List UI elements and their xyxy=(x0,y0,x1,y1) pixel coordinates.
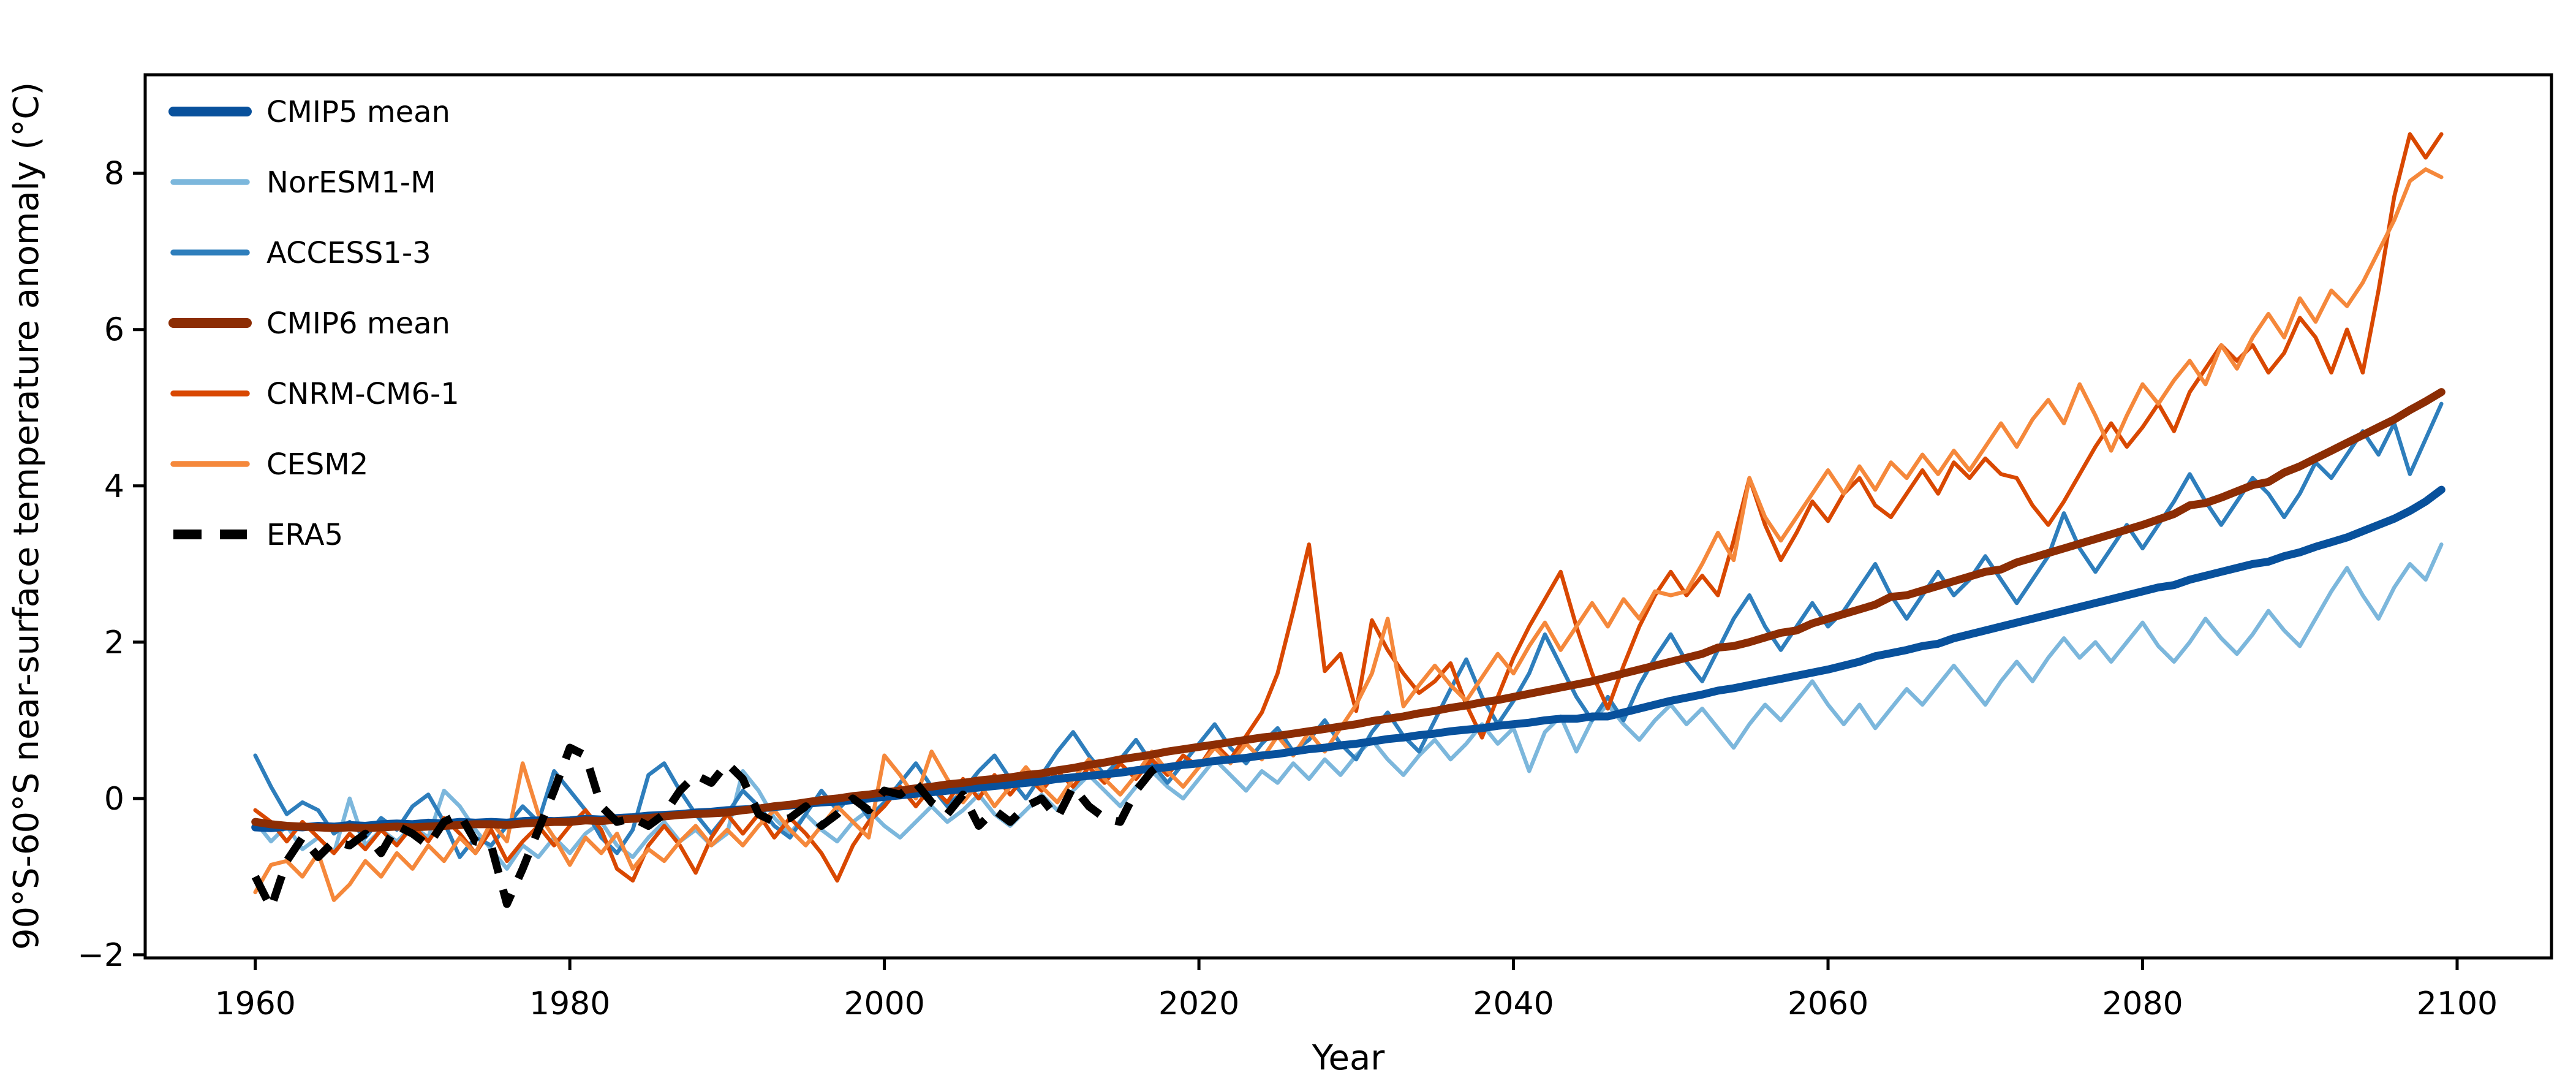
y-axis-label: 90°S-60°S near-surface temperature anoma… xyxy=(7,82,47,950)
plot-frame xyxy=(143,73,2553,960)
x-tick-label: 2100 xyxy=(2417,985,2498,1022)
y-tick-label: 6 xyxy=(104,312,124,349)
legend-label: ERA5 xyxy=(266,518,343,552)
legend-label: ACCESS1-3 xyxy=(266,236,431,270)
x-tick-label: 2060 xyxy=(1788,985,1868,1022)
series-line-cnrm-cm6-1 xyxy=(253,132,2444,883)
legend-label: NorESM1-M xyxy=(266,165,436,200)
legend-label: CESM2 xyxy=(266,447,368,482)
x-tick-label: 2020 xyxy=(1158,985,1239,1022)
y-tick-label: 4 xyxy=(104,468,124,505)
x-axis-label: Year xyxy=(1312,1038,1386,1078)
series-line-cesm2 xyxy=(253,167,2444,902)
y-tick-label: −2 xyxy=(77,937,124,974)
x-tick-label: 2080 xyxy=(2102,985,2183,1022)
y-tick-label: 8 xyxy=(104,156,124,192)
legend-label: CNRM-CM6-1 xyxy=(266,377,459,411)
x-axis-ticks: 1960 1980 2000 2020 2040 2060 2080 2100 xyxy=(215,958,2498,1022)
y-axis-ticks: −2 0 2 4 6 8 xyxy=(77,156,145,974)
series-line-era5 xyxy=(251,743,1170,912)
y-tick-label: 2 xyxy=(104,625,124,661)
series-line-access1-3 xyxy=(253,401,2444,859)
y-tick-label: 0 xyxy=(104,781,124,818)
x-tick-label: 1980 xyxy=(529,985,610,1022)
series-lines xyxy=(251,132,2446,912)
legend-label: CMIP5 mean xyxy=(266,95,450,129)
legend: CMIP5 mean NorESM1-M ACCESS1-3 CMIP6 mean CN… xyxy=(168,95,459,552)
x-tick-label: 2040 xyxy=(1473,985,1554,1022)
x-tick-label: 2000 xyxy=(844,985,924,1022)
legend-label: CMIP6 mean xyxy=(266,306,450,341)
x-tick-label: 1960 xyxy=(215,985,296,1022)
